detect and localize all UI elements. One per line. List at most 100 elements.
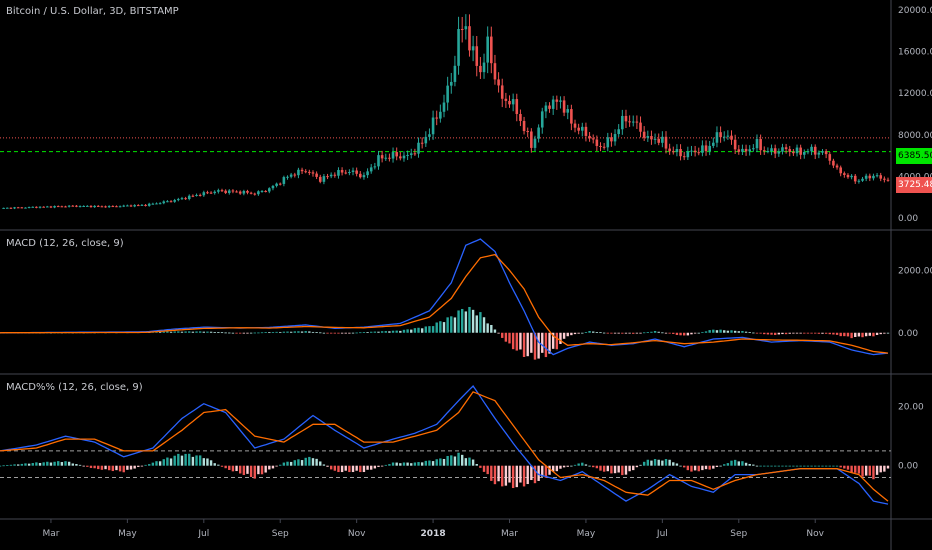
candle-body [89,205,93,208]
histogram-bar [817,465,821,467]
histogram-bar [861,332,864,338]
candle-body [635,121,639,123]
candle-body [122,205,126,207]
histogram-bar [242,332,246,334]
histogram-bar [337,332,340,334]
histogram-bar [271,465,275,469]
candle-body [799,147,802,155]
last-price-tag: 3725.48 [896,177,932,193]
histogram-bar [78,464,82,466]
candle-body [668,148,671,152]
histogram-bar [439,458,442,466]
candle-body [60,206,64,208]
histogram-bar [93,465,96,469]
histogram-bar [632,465,635,471]
histogram-bar [726,463,730,466]
candle-body [333,174,337,176]
histogram-bar [293,460,296,466]
histogram-bar [140,465,144,467]
candle-body [599,145,602,147]
histogram-bar [384,464,387,466]
histogram-bar [257,465,260,475]
histogram-bar [329,332,333,334]
histogram-bar [344,465,347,471]
histogram-bar [355,332,358,334]
histogram-bar [133,465,136,469]
histogram-bar [373,331,377,333]
candle-body [580,126,584,131]
histogram-bar [264,465,267,473]
histogram-bar [35,462,38,466]
candle-body [486,36,489,63]
signal-line [0,253,889,354]
histogram-bar [719,465,722,467]
histogram-bar [577,463,580,466]
histogram-bar [82,465,85,467]
histogram-bar [340,465,344,473]
histogram-bar [293,331,296,333]
histogram-bar [246,332,249,334]
candle-body [770,148,773,152]
histogram-bar [661,460,664,466]
histogram-bar [464,311,468,333]
candle-body [129,205,133,207]
histogram-bar [373,465,377,469]
histogram-bar [202,458,206,466]
histogram-bar [0,465,2,467]
histogram-bar [868,332,872,336]
candle-body [744,148,748,152]
candle-body [136,205,140,207]
histogram-bar [417,327,420,333]
candle-body [424,136,428,144]
histogram-bar [482,465,486,472]
histogram-bar [126,465,129,470]
histogram-bar [402,329,406,333]
indicator-axis-tick: 2000.00 [898,266,932,276]
histogram-bar [268,465,271,470]
histogram-bar [464,458,468,466]
candle-body [806,151,810,153]
time-axis-tick: May [577,529,596,539]
histogram-bar [417,462,420,466]
histogram-bar [60,462,64,466]
histogram-bar [13,464,16,466]
histogram-bar [366,465,369,470]
candle-body [817,152,821,155]
histogram-bar [759,332,762,334]
histogram-bar [195,455,198,466]
time-axis-tick: May [118,529,137,539]
candle-body [741,148,744,152]
histogram-bar [395,462,398,466]
histogram-bar [773,465,777,467]
candle-body [242,190,246,194]
histogram-bar [548,332,551,354]
histogram-bar [668,332,671,334]
histogram-bar [581,462,584,466]
histogram-bar [191,456,195,466]
histogram-bar [2,465,5,467]
histogram-bar [155,461,158,466]
histogram-bar [602,332,606,334]
histogram-bar [442,458,446,466]
histogram-bar [883,465,886,472]
candle-body [428,134,431,137]
histogram-bar [104,465,107,470]
candle-body [857,180,861,182]
histogram-bar [704,331,708,333]
histogram-bar [158,461,162,466]
histogram-bar [759,465,762,467]
histogram-bar [209,331,213,333]
histogram-bar [198,331,202,333]
histogram-bar [450,455,453,466]
candle-body [810,146,813,152]
time-axis-tick: Mar [42,529,59,539]
histogram-bar [537,465,540,481]
histogram-bar [504,332,508,342]
candle-body [610,137,613,142]
candle-body [9,207,13,209]
histogram-bar [457,452,460,466]
histogram-bar [864,465,868,476]
histogram-bar [297,331,300,333]
histogram-bar [238,332,242,334]
candle-body [624,115,628,122]
